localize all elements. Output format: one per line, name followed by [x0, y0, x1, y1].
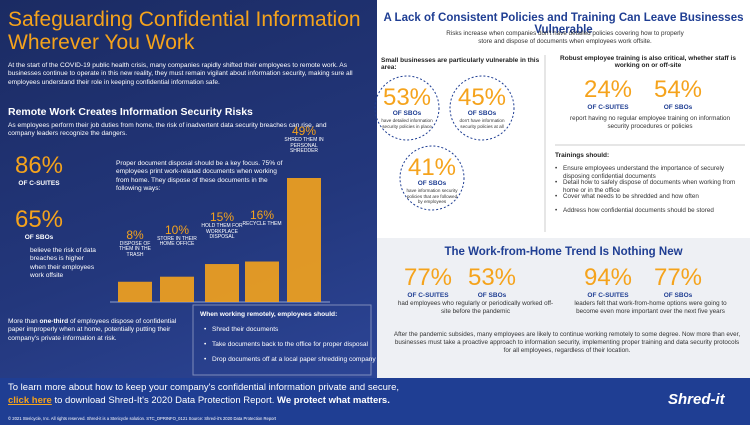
stat-label: OF SBOs [24, 234, 54, 241]
bar-value-label: 10% [164, 222, 190, 237]
bar-category: RECYCLE THEM [242, 220, 282, 227]
section-title: A Lack of Consistent Policies and Traini… [383, 12, 744, 36]
section-title: Remote Work Creates Information Security… [8, 106, 253, 118]
stat-value: 77% [653, 264, 703, 291]
bar-value-label: 49% [291, 124, 317, 138]
bar-value-label: 15% [209, 210, 235, 225]
stats-caption: believe the risk of data breaches is hig… [30, 247, 96, 280]
wfh-panel [377, 238, 750, 378]
box-title: When working remotely, employees should: [200, 311, 338, 318]
stat-caption: don't have information security policies… [459, 118, 505, 129]
bar-category: SHRED THEM IN PERSONAL SHREDDER [284, 137, 324, 155]
section-text: As employees perform their job duties fr… [8, 122, 327, 138]
bar [287, 178, 321, 302]
text: of employees dispose of confidential pap… [8, 318, 177, 342]
subtitle: Risks increase when companies don't have… [446, 30, 684, 45]
bar [118, 281, 152, 302]
footer-text: click here to download Shred-It's 2020 D… [8, 395, 648, 407]
stat-label: OF C-SUITES [587, 104, 629, 111]
third-text: More than one-third of employees dispose… [8, 318, 186, 343]
stat-label: OF C-SUITES [407, 292, 449, 299]
stat-value: 77% [403, 264, 453, 291]
circle-ring [399, 145, 465, 211]
training-item: Address how confidential documents shoul… [555, 207, 748, 215]
stat-value: 41% [407, 154, 457, 181]
stat-value: 53% [382, 84, 432, 111]
subheading: Trainings should: [555, 152, 610, 159]
box-item: Shred their documents [204, 326, 377, 335]
bar-value-label: 16% [249, 207, 275, 222]
stat-value: 54% [653, 76, 703, 103]
link[interactable]: click here [8, 395, 52, 406]
footer-text: To learn more about how to keep your com… [8, 382, 400, 393]
fine-print: © 2021 Stericycle, Inc. All rights reser… [8, 416, 277, 421]
stat-value: 24% [583, 76, 633, 103]
bar-category: STORE IN THEIR HOME OFFICE [157, 235, 197, 248]
stat-label: OF SBOs [417, 180, 447, 187]
stat-label: OF SBOs [467, 110, 497, 117]
bar-category: DISPOSE OF THEM IN THE TRASH [119, 240, 151, 258]
footer-band [0, 378, 750, 425]
stat-value: 86% [14, 152, 64, 179]
stat-label: OF C-SUITES [587, 292, 629, 299]
caption: had employees who regularly or periodica… [397, 300, 554, 315]
stat-value: 65% [14, 206, 64, 233]
bar [205, 264, 239, 302]
bar [160, 276, 194, 302]
bar [245, 261, 279, 302]
box-item: Take documents back to the office for pr… [204, 341, 377, 350]
stat-value: 94% [583, 264, 633, 291]
circle-ring [449, 75, 515, 141]
stat-label: OF SBOs [663, 292, 693, 299]
stat-label: OF C-SUITES [18, 180, 60, 187]
stat-value: 45% [457, 84, 507, 111]
stat-label: OF SBOs [477, 292, 507, 299]
stat-value: 53% [467, 264, 517, 291]
paragraph: After the pandemic subsides, many employ… [393, 331, 741, 354]
logo: Shred-it [668, 391, 725, 408]
disposal-text: Proper document disposal should be a key… [116, 160, 283, 193]
training-item: Detail how to safely dispose of document… [555, 179, 748, 195]
subheading: Robust employee training is also critica… [560, 55, 736, 69]
section-title: The Work-from-Home Trend Is Nothing New [444, 246, 683, 258]
bar-value-label: 8% [126, 227, 144, 242]
caption: leaders felt that work-from-home options… [574, 300, 727, 315]
intro: At the start of the COVID-19 public heal… [8, 62, 353, 86]
stat-label: OF SBOs [392, 110, 422, 117]
remote-box [192, 304, 372, 376]
circle-ring [374, 75, 440, 141]
bar-category: HOLD THEM FOR WORKPLACE DISPOSAL [201, 223, 243, 241]
subheading: Small businesses are particularly vulner… [381, 57, 540, 71]
stat-label: OF SBOs [663, 104, 693, 111]
tagline: We protect what matters. [277, 395, 390, 406]
box-item: Drop documents off at a local paper shre… [204, 356, 377, 365]
text: to download Shred-It's 2020 Data Protect… [51, 395, 278, 406]
title: Safeguarding Confidential Information Wh… [8, 8, 361, 54]
stat-caption: have information security policies that … [406, 188, 458, 205]
training-item: Cover what needs to be shredded and how … [555, 193, 748, 201]
caption: report having no regular employee traini… [570, 115, 730, 130]
text-bold: one-third [39, 318, 69, 325]
text: More than [8, 318, 40, 325]
training-item: Ensure employees understand the importan… [555, 165, 748, 181]
stat-caption: have detailed information security polic… [381, 118, 433, 129]
